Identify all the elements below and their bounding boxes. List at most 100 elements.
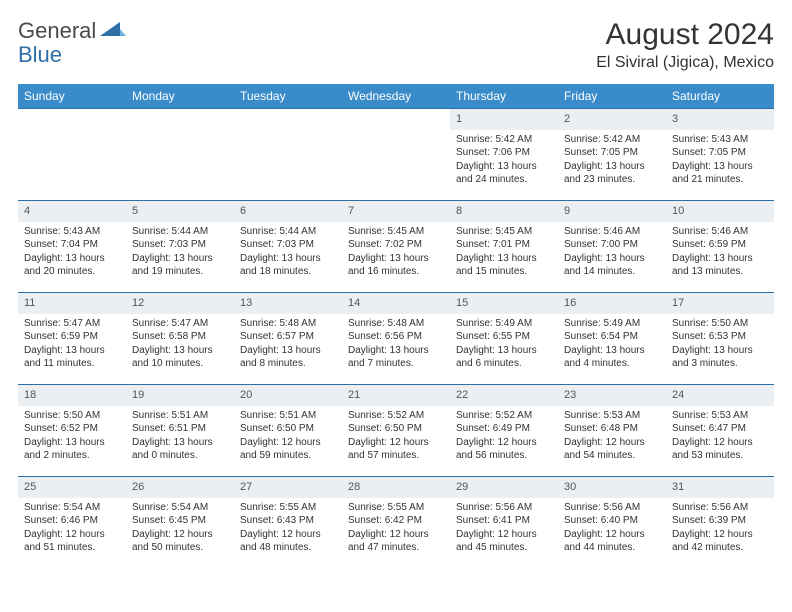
weekday-header: Tuesday	[234, 84, 342, 109]
sunrise-line: Sunrise: 5:47 AM	[132, 317, 228, 331]
day-body: Sunrise: 5:49 AMSunset: 6:55 PMDaylight:…	[450, 314, 558, 377]
sunset-line: Sunset: 7:05 PM	[672, 146, 768, 160]
daylight-line: Daylight: 13 hours and 11 minutes.	[24, 344, 120, 371]
day-body: Sunrise: 5:55 AMSunset: 6:42 PMDaylight:…	[342, 498, 450, 561]
day-number: 4	[18, 201, 126, 222]
day-number: 2	[558, 109, 666, 130]
day-number: 24	[666, 385, 774, 406]
brand-name-gray: General	[18, 18, 96, 44]
sunset-line: Sunset: 6:54 PM	[564, 330, 660, 344]
sunset-line: Sunset: 6:56 PM	[348, 330, 444, 344]
calendar-day-cell: 6Sunrise: 5:44 AMSunset: 7:03 PMDaylight…	[234, 201, 342, 293]
day-number: 3	[666, 109, 774, 130]
day-number: 10	[666, 201, 774, 222]
calendar-day-cell: 9Sunrise: 5:46 AMSunset: 7:00 PMDaylight…	[558, 201, 666, 293]
sunset-line: Sunset: 6:42 PM	[348, 514, 444, 528]
day-number: 12	[126, 293, 234, 314]
calendar-day-cell: 4Sunrise: 5:43 AMSunset: 7:04 PMDaylight…	[18, 201, 126, 293]
sunset-line: Sunset: 6:46 PM	[24, 514, 120, 528]
sunrise-line: Sunrise: 5:45 AM	[348, 225, 444, 239]
calendar-day-cell: 22Sunrise: 5:52 AMSunset: 6:49 PMDayligh…	[450, 385, 558, 477]
day-number: 14	[342, 293, 450, 314]
day-body: Sunrise: 5:56 AMSunset: 6:39 PMDaylight:…	[666, 498, 774, 561]
sunset-line: Sunset: 6:58 PM	[132, 330, 228, 344]
weekday-header: Thursday	[450, 84, 558, 109]
daylight-line: Daylight: 13 hours and 16 minutes.	[348, 252, 444, 279]
day-body: Sunrise: 5:56 AMSunset: 6:41 PMDaylight:…	[450, 498, 558, 561]
daylight-line: Daylight: 13 hours and 0 minutes.	[132, 436, 228, 463]
daylight-line: Daylight: 13 hours and 21 minutes.	[672, 160, 768, 187]
sunrise-line: Sunrise: 5:49 AM	[456, 317, 552, 331]
sunset-line: Sunset: 6:48 PM	[564, 422, 660, 436]
day-body: Sunrise: 5:54 AMSunset: 6:46 PMDaylight:…	[18, 498, 126, 561]
sunrise-line: Sunrise: 5:47 AM	[24, 317, 120, 331]
calendar-day-cell	[234, 109, 342, 201]
sunrise-line: Sunrise: 5:46 AM	[672, 225, 768, 239]
calendar-day-cell: 14 Sunrise: 5:48 AMSunset: 6:56 PMDayligh…	[342, 293, 450, 385]
calendar-body: 1Sunrise: 5:42 AMSunset: 7:06 PMDaylight…	[18, 109, 774, 569]
day-number: 15	[450, 293, 558, 314]
daylight-line: Daylight: 13 hours and 7 minutes.	[348, 344, 444, 371]
daylight-line: Daylight: 12 hours and 53 minutes.	[672, 436, 768, 463]
day-body: Sunrise: 5:47 AMSunset: 6:59 PMDaylight:…	[18, 314, 126, 377]
day-number: 7	[342, 201, 450, 222]
day-number: 30	[558, 477, 666, 498]
calendar-day-cell: 16Sunrise: 5:49 AMSunset: 6:54 PMDayligh…	[558, 293, 666, 385]
sunset-line: Sunset: 6:51 PM	[132, 422, 228, 436]
sunset-line: Sunset: 6:50 PM	[240, 422, 336, 436]
day-body: Sunrise: 5:51 AMSunset: 6:50 PMDaylight:…	[234, 406, 342, 469]
day-body: Sunrise: 5:42 AMSunset: 7:05 PMDaylight:…	[558, 130, 666, 193]
sunrise-line: Sunrise: 5:51 AM	[132, 409, 228, 423]
sunset-line: Sunset: 6:43 PM	[240, 514, 336, 528]
daylight-line: Daylight: 12 hours and 59 minutes.	[240, 436, 336, 463]
daylight-line: Daylight: 13 hours and 14 minutes.	[564, 252, 660, 279]
calendar-day-cell: 17Sunrise: 5:50 AMSunset: 6:53 PMDayligh…	[666, 293, 774, 385]
daylight-line: Daylight: 12 hours and 57 minutes.	[348, 436, 444, 463]
calendar-day-cell: 15Sunrise: 5:49 AMSunset: 6:55 PMDayligh…	[450, 293, 558, 385]
sunrise-line: Sunrise: 5:56 AM	[564, 501, 660, 515]
calendar-day-cell: 19Sunrise: 5:51 AMSunset: 6:51 PMDayligh…	[126, 385, 234, 477]
sunrise-line: Sunrise: 5:46 AM	[564, 225, 660, 239]
sunset-line: Sunset: 6:55 PM	[456, 330, 552, 344]
calendar-week-row: 11Sunrise: 5:47 AMSunset: 6:59 PMDayligh…	[18, 293, 774, 385]
calendar-day-cell: 18Sunrise: 5:50 AMSunset: 6:52 PMDayligh…	[18, 385, 126, 477]
daylight-line: Daylight: 13 hours and 10 minutes.	[132, 344, 228, 371]
header: General August 2024 El Siviral (Jigica),…	[18, 18, 774, 72]
day-body: Sunrise: 5:50 AMSunset: 6:53 PMDaylight:…	[666, 314, 774, 377]
brand-logo: General	[18, 18, 128, 44]
day-body: Sunrise: 5:47 AMSunset: 6:58 PMDaylight:…	[126, 314, 234, 377]
sunset-line: Sunset: 7:03 PM	[132, 238, 228, 252]
sunset-line: Sunset: 7:06 PM	[456, 146, 552, 160]
calendar-week-row: 25Sunrise: 5:54 AMSunset: 6:46 PMDayligh…	[18, 477, 774, 569]
sunrise-line: Sunrise: 5:50 AM	[24, 409, 120, 423]
daylight-line: Daylight: 13 hours and 3 minutes.	[672, 344, 768, 371]
sunset-line: Sunset: 6:47 PM	[672, 422, 768, 436]
title-block: August 2024 El Siviral (Jigica), Mexico	[596, 18, 774, 72]
sunrise-line: Sunrise: 5:48 AM	[348, 317, 444, 331]
daylight-line: Daylight: 13 hours and 23 minutes.	[564, 160, 660, 187]
day-body: Sunrise: 5:53 AMSunset: 6:47 PMDaylight:…	[666, 406, 774, 469]
calendar-table: SundayMondayTuesdayWednesdayThursdayFrid…	[18, 84, 774, 569]
day-number: 27	[234, 477, 342, 498]
weekday-header: Sunday	[18, 84, 126, 109]
day-number: 21	[342, 385, 450, 406]
daylight-line: Daylight: 13 hours and 2 minutes.	[24, 436, 120, 463]
day-number: 6	[234, 201, 342, 222]
daylight-line: Daylight: 13 hours and 24 minutes.	[456, 160, 552, 187]
calendar-day-cell: 2Sunrise: 5:42 AMSunset: 7:05 PMDaylight…	[558, 109, 666, 201]
daylight-line: Daylight: 12 hours and 47 minutes.	[348, 528, 444, 555]
sunset-line: Sunset: 6:41 PM	[456, 514, 552, 528]
sunrise-line: Sunrise: 5:48 AM	[240, 317, 336, 331]
sunset-line: Sunset: 7:03 PM	[240, 238, 336, 252]
weekday-header: Saturday	[666, 84, 774, 109]
day-number: 26	[126, 477, 234, 498]
day-number: 16	[558, 293, 666, 314]
sunrise-line: Sunrise: 5:51 AM	[240, 409, 336, 423]
sunrise-line: Sunrise: 5:43 AM	[24, 225, 120, 239]
sunset-line: Sunset: 7:01 PM	[456, 238, 552, 252]
day-body: Sunrise: 5:52 AMSunset: 6:50 PMDaylight:…	[342, 406, 450, 469]
day-number: 13	[234, 293, 342, 314]
day-body: Sunrise: 5:51 AMSunset: 6:51 PMDaylight:…	[126, 406, 234, 469]
sunrise-line: Sunrise: 5:52 AM	[456, 409, 552, 423]
sunset-line: Sunset: 7:00 PM	[564, 238, 660, 252]
